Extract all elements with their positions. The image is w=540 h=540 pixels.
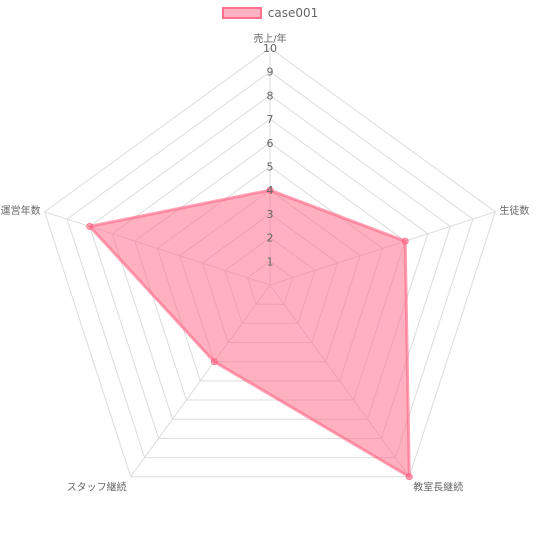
grid-ring xyxy=(111,118,429,420)
data-point xyxy=(86,222,94,230)
category-label: 生徒数 xyxy=(499,204,529,217)
legend[interactable]: case001 xyxy=(0,6,540,20)
tick-label: 6 xyxy=(267,137,274,150)
category-label: スタッフ継続 xyxy=(67,481,127,494)
grid-ring xyxy=(89,94,451,439)
data-point xyxy=(401,237,409,245)
tick-label: 2 xyxy=(267,232,274,245)
series-area xyxy=(88,188,411,479)
tick-label: 9 xyxy=(267,66,274,79)
tick-label: 8 xyxy=(267,89,274,102)
tick-label: 5 xyxy=(267,161,274,174)
category-label: 運営年数 xyxy=(1,204,41,217)
tick-label: 7 xyxy=(267,113,274,126)
data-point xyxy=(210,358,218,366)
data-point xyxy=(266,186,274,194)
data-point xyxy=(405,473,413,481)
grid-ring xyxy=(66,71,474,459)
tick-label: 4 xyxy=(267,184,274,197)
tick-label: 1 xyxy=(267,255,274,268)
legend-label: case001 xyxy=(267,6,319,20)
grid-ring xyxy=(44,47,496,478)
legend-swatch xyxy=(221,7,262,19)
tick-label: 10 xyxy=(263,42,277,55)
category-label: 教室長継続 xyxy=(413,481,463,494)
tick-label: 3 xyxy=(267,208,274,221)
category-label: 売上/年 xyxy=(253,32,286,45)
